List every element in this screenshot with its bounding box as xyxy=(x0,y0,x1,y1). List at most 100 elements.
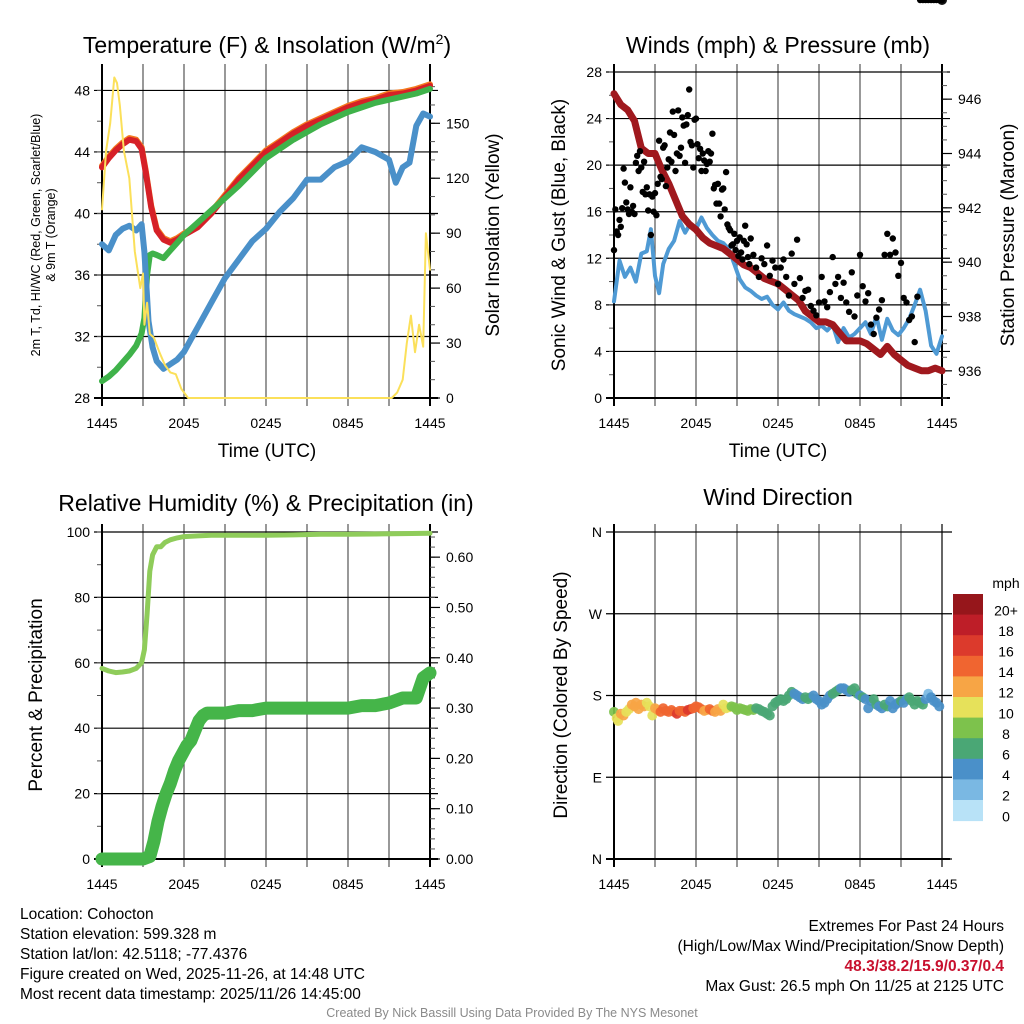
colorbar-label: 18 xyxy=(998,623,1014,639)
x-tick-label: 0845 xyxy=(332,876,363,892)
gust-point xyxy=(677,144,685,151)
y-tick-label: 32 xyxy=(74,328,90,344)
gust-point xyxy=(875,306,883,313)
gust-point xyxy=(702,167,709,175)
gust-point xyxy=(668,158,675,165)
extremes-values: 48.3/38.2/15.9/0.37/0.4 xyxy=(844,958,1004,975)
temperature-chart: Temperature (F) & Insolation (W/m2) 28 32… xyxy=(29,31,504,462)
y2-tick-label: 120 xyxy=(446,170,470,186)
credit-text: Created By Nick Bassill Using Data Provi… xyxy=(326,1006,698,1020)
winds-y2-axis-label: Station Pressure (Maroon) xyxy=(998,124,1019,347)
y2-tick-label: 938 xyxy=(958,309,982,325)
gust-point xyxy=(826,288,834,296)
x-tick-label: 0845 xyxy=(844,415,875,431)
gust-point xyxy=(750,251,757,258)
extremes-legend: (High/Low/Max Wind/Precipitation/Snow De… xyxy=(677,938,1005,955)
temperature-y-axis-label-line2: & 9m T (Orange) xyxy=(44,188,58,281)
gust-point xyxy=(810,307,817,314)
gust-point xyxy=(634,152,641,159)
y2-tick-label: 0.60 xyxy=(446,549,473,565)
location-text: Location: Cohocton xyxy=(20,906,154,923)
y-tick-label: 12 xyxy=(586,250,602,266)
gust-point xyxy=(840,279,847,286)
gust-point xyxy=(873,314,880,321)
solar-insolation-line xyxy=(101,76,431,399)
humidity-chart: Relative Humidity (%) & Precipitation (i… xyxy=(26,490,474,892)
gust-point xyxy=(619,205,626,212)
gust-point xyxy=(640,158,648,165)
gust-point xyxy=(799,294,806,302)
y-tick-label: E xyxy=(593,769,602,785)
gust-point xyxy=(824,304,831,311)
gust-point xyxy=(777,264,784,271)
wind-direction-chart-title: Wind Direction xyxy=(703,484,853,510)
colorbar-swatch xyxy=(953,758,983,780)
y-tick-label: W xyxy=(589,606,603,622)
gust-point xyxy=(709,130,716,137)
gust-point xyxy=(881,251,888,258)
y2-tick-label: 60 xyxy=(446,280,462,296)
gust-point xyxy=(911,338,918,346)
gust-point xyxy=(758,255,765,262)
colorbar-swatch xyxy=(953,738,983,760)
y-tick-label: 24 xyxy=(586,111,602,127)
y2-tick-label: 0.00 xyxy=(446,851,473,867)
gust-point xyxy=(774,280,782,288)
y2-tick-label: 90 xyxy=(446,225,462,241)
extremes-info: Extremes For Past 24 Hours (High/Low/Max… xyxy=(678,917,1005,997)
winds-chart-title: Winds (mph) & Pressure (mb) xyxy=(626,32,930,58)
gust-point xyxy=(721,206,728,213)
gust-point xyxy=(744,253,752,261)
gust-point xyxy=(654,180,661,187)
gust-point xyxy=(867,321,875,328)
wind-direction-point xyxy=(934,701,945,712)
y-tick-label: N xyxy=(592,851,602,867)
dewpoint-line xyxy=(99,85,433,385)
gust-point xyxy=(845,308,853,315)
gust-point xyxy=(829,253,836,261)
gust-point xyxy=(821,298,828,305)
gust-point xyxy=(688,142,696,149)
y-tick-label: 40 xyxy=(74,205,90,221)
y2-tick-label: 0 xyxy=(446,390,454,406)
gust-point xyxy=(662,182,670,190)
gust-point xyxy=(717,213,724,220)
colorbar-title: mph xyxy=(992,575,1019,591)
x-tick-label: 1445 xyxy=(598,415,629,431)
gust-point xyxy=(675,107,682,114)
gust-point xyxy=(714,180,722,187)
gust-point xyxy=(870,330,877,338)
x-tick-label: 2045 xyxy=(680,876,711,892)
y-tick-label: 28 xyxy=(74,390,90,406)
y2-tick-label: 150 xyxy=(446,115,470,131)
colorbar-label: 2 xyxy=(1002,788,1010,804)
gust-point xyxy=(747,235,754,242)
gust-point xyxy=(661,142,668,149)
gust-point xyxy=(895,272,902,279)
gust-point xyxy=(664,164,671,171)
elevation-text: Station elevation: 599.328 m xyxy=(20,926,217,943)
gust-point xyxy=(645,207,652,214)
gust-point xyxy=(856,251,864,258)
winds-y-axis-label: Sonic Wind & Gust (Blue, Black) xyxy=(549,99,570,371)
y2-tick-label: 942 xyxy=(958,200,982,216)
gust-point xyxy=(672,167,679,175)
gust-point xyxy=(720,185,727,192)
gust-point xyxy=(769,257,776,264)
gust-point xyxy=(851,313,858,320)
y-tick-label: 40 xyxy=(74,720,90,736)
gust-point xyxy=(815,299,823,306)
wind-direction-point xyxy=(937,0,947,5)
x-tick-label: 1445 xyxy=(926,415,957,431)
gust-point xyxy=(669,108,676,115)
humidity-chart-title: Relative Humidity (%) & Precipitation (i… xyxy=(58,490,473,516)
temperature-chart-title: Temperature (F) & Insolation (W/m2) xyxy=(83,31,451,58)
gust-point xyxy=(813,312,820,319)
winds-x-axis-label: Time (UTC) xyxy=(729,441,828,462)
colorbar-swatch xyxy=(953,594,983,616)
gust-point xyxy=(617,223,624,230)
x-tick-label: 2045 xyxy=(168,876,199,892)
gust-point xyxy=(791,280,798,288)
x-tick-label: 1445 xyxy=(414,876,445,892)
